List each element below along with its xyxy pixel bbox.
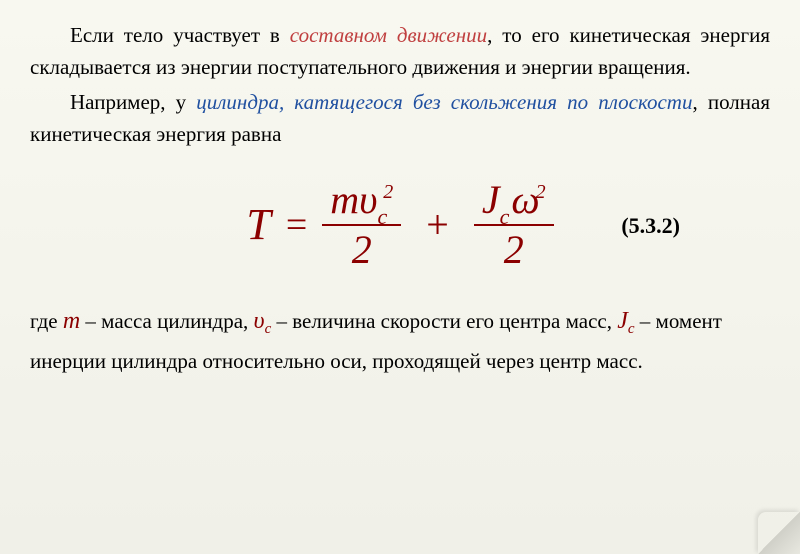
frac2-numerator: Jcω2 (474, 180, 554, 226)
p2-blue-1: цилиндра, катящегося без скольжения по п… (196, 90, 692, 114)
sym-v: υ (359, 180, 377, 220)
sym-equals: = (286, 197, 307, 254)
p1-text-1: Если тело участвует в (70, 23, 290, 47)
formula-row: T = mυc2 2 + Jcω2 2 (5.3.2) (30, 180, 770, 270)
sym-v-sup: 2 (383, 182, 393, 202)
where-sym-v: υ (254, 308, 265, 334)
frac2-denominator: 2 (504, 226, 524, 270)
where-sym-J: J (617, 308, 628, 334)
sym-T: T (246, 192, 270, 258)
where-t3: – величина скорости его центра масс, (276, 309, 617, 333)
equation-number: (5.3.2) (621, 209, 680, 242)
where-clause: где m – масса цилиндра, υc – величина ск… (30, 300, 770, 381)
sym-m: m (330, 180, 359, 220)
where-sym-v-sub: c (265, 321, 272, 337)
where-sym-J-sub: c (628, 321, 635, 337)
frac1-denominator: 2 (352, 226, 372, 270)
sym-omega-sup: 2 (536, 182, 546, 202)
p2-text-1: Например, у (70, 90, 196, 114)
where-t2: – масса цилиндра, (85, 309, 253, 333)
kinetic-energy-formula: T = mυc2 2 + Jcω2 2 (246, 180, 553, 270)
page-fold-icon (758, 512, 800, 554)
paragraph-2: Например, у цилиндра, катящегося без ско… (30, 87, 770, 150)
paragraph-1: Если тело участвует в составном движении… (30, 20, 770, 83)
where-sym-m: m (63, 308, 80, 334)
fraction-1: mυc2 2 (322, 180, 401, 270)
fraction-2: Jcω2 2 (474, 180, 554, 270)
where-t1: где (30, 309, 63, 333)
sym-J-sub: c (500, 206, 510, 228)
frac1-numerator: mυc 2 (322, 180, 401, 226)
sym-v-sub: c (378, 206, 388, 228)
slide-content: Если тело участвует в составном движении… (30, 20, 770, 381)
sym-J: J (482, 180, 500, 220)
p1-red-1: составном движении (290, 23, 487, 47)
sym-plus: + (426, 195, 449, 255)
